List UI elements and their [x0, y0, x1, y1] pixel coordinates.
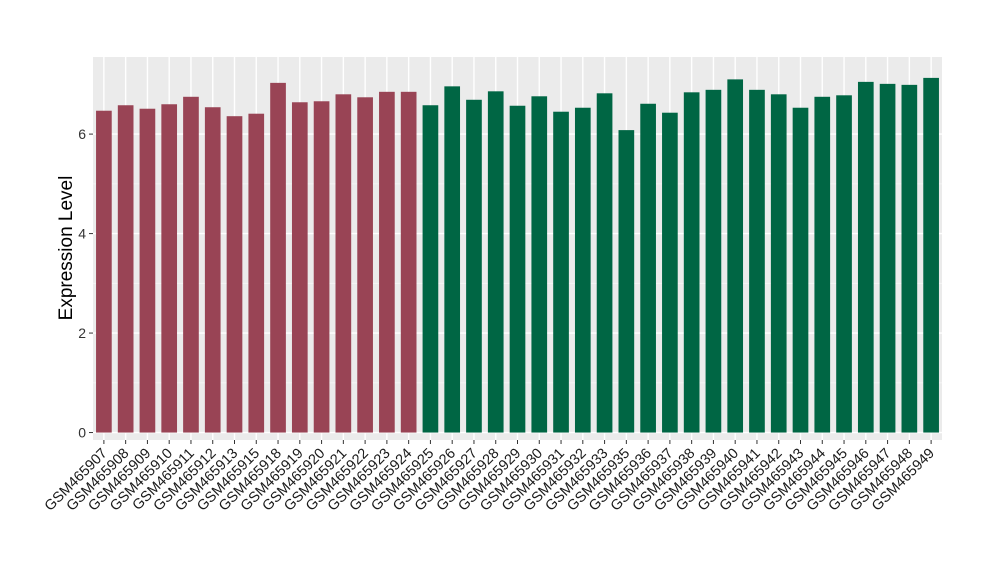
bar	[248, 113, 265, 433]
bar	[662, 112, 678, 433]
y-tick-label: 2	[78, 325, 86, 341]
y-tick-label: 0	[78, 425, 86, 441]
y-axis-title: Expression Level	[56, 176, 77, 321]
bar	[226, 116, 243, 433]
bar	[901, 84, 918, 433]
bar	[705, 89, 722, 433]
y-tick-label: 4	[78, 226, 86, 242]
bar	[683, 92, 700, 433]
bar	[139, 108, 156, 433]
bar	[792, 107, 809, 433]
bar	[509, 105, 526, 433]
bar	[727, 79, 744, 433]
bar	[640, 103, 656, 433]
bar	[574, 107, 591, 433]
bar	[313, 101, 330, 433]
y-axis: 0 2 4 6	[78, 126, 93, 441]
bar	[553, 111, 569, 433]
bar	[422, 105, 439, 433]
bar	[117, 105, 134, 433]
bar	[618, 130, 635, 433]
x-axis: GSM465907GSM465908GSM465909GSM465910GSM4…	[42, 440, 938, 514]
bar	[814, 96, 831, 433]
bar	[466, 99, 482, 433]
bar	[357, 97, 373, 433]
bar	[923, 77, 939, 433]
bar	[204, 107, 221, 433]
bar	[270, 82, 286, 433]
bar	[335, 94, 352, 433]
bars	[96, 77, 939, 433]
y-tick-label: 6	[78, 126, 86, 142]
bar	[596, 93, 613, 433]
bar	[444, 86, 461, 433]
bar	[291, 102, 308, 433]
bar	[749, 89, 765, 433]
bar	[770, 94, 787, 433]
bar	[379, 91, 395, 433]
bar	[400, 91, 417, 433]
bar	[857, 81, 874, 433]
bar	[96, 110, 112, 433]
bar	[161, 104, 178, 433]
bar	[879, 83, 896, 433]
bar	[836, 95, 852, 433]
bar	[487, 91, 504, 433]
bar	[531, 96, 548, 433]
bar	[183, 96, 199, 433]
